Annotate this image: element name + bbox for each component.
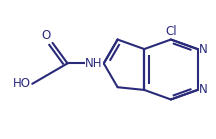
Text: NH: NH [85, 57, 103, 70]
Text: O: O [41, 29, 50, 42]
Text: N: N [199, 43, 207, 56]
Text: HO: HO [13, 77, 31, 90]
Text: Cl: Cl [165, 25, 177, 38]
Text: N: N [199, 83, 207, 96]
